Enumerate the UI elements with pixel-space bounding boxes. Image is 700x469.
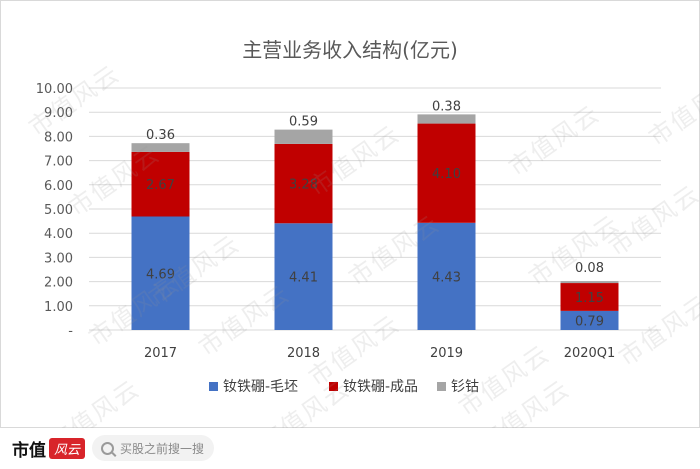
data-label: 1.15 xyxy=(575,291,604,306)
legend-swatch xyxy=(329,382,338,391)
search-box[interactable]: 买股之前搜一搜 xyxy=(92,435,214,461)
legend-label: 钐钴 xyxy=(451,379,479,395)
legend: 钕铁硼-毛坯 钕铁硼-成品 钐钴 xyxy=(209,379,479,395)
bar-segment xyxy=(131,216,190,330)
x-axis-tick-labels: 2017 2018 2019 2020Q1 xyxy=(144,346,615,361)
search-icon xyxy=(101,441,114,455)
data-label: 0.36 xyxy=(146,128,175,143)
x-tick-label: 2017 xyxy=(144,346,177,361)
y-tick-label: 9.00 xyxy=(44,106,73,121)
chart-frame: 主营业务收入结构(亿元) 10.00 9.00 8.00 7.00 6.00 5.00 4.… xyxy=(0,0,700,457)
data-label: 4.69 xyxy=(146,267,175,282)
data-label: 0.59 xyxy=(289,115,318,130)
footer-bar: 市值 风云 买股之前搜一搜 xyxy=(0,428,700,469)
bar-segment xyxy=(560,283,619,311)
data-label: 3.28 xyxy=(289,178,318,193)
data-label: 2.67 xyxy=(146,178,175,193)
x-tick-label: 2019 xyxy=(430,346,463,361)
data-label: 0.38 xyxy=(432,99,461,114)
y-tick-label: 6.00 xyxy=(44,179,73,194)
chart-svg: 主营业务收入结构(亿元) 10.00 9.00 8.00 7.00 6.00 5.00 4.… xyxy=(36,38,661,395)
legend-label: 钕铁硼-毛坯 xyxy=(223,379,298,395)
chart-title: 主营业务收入结构(亿元) xyxy=(242,38,458,62)
y-tick-label: 4.00 xyxy=(44,227,73,242)
x-tick-label: 2020Q1 xyxy=(564,346,616,361)
bar-segment xyxy=(131,143,190,152)
y-tick-label: 8.00 xyxy=(44,130,73,145)
y-tick-label: - xyxy=(68,324,73,339)
brand-text: 市值 xyxy=(12,440,46,461)
legend-swatch xyxy=(437,382,446,391)
bar-segment xyxy=(274,129,333,144)
y-tick-label: 2.00 xyxy=(44,276,73,291)
legend-swatch xyxy=(209,382,218,391)
brand-mark: 风云 xyxy=(49,437,86,459)
data-label: 4.43 xyxy=(432,270,461,285)
search-placeholder: 买股之前搜一搜 xyxy=(120,441,205,456)
y-tick-label: 1.00 xyxy=(44,300,73,315)
bar-segment xyxy=(274,223,333,330)
bar-segment xyxy=(560,310,619,330)
brand-logo[interactable]: 市值 风云 xyxy=(12,436,86,461)
bar-segment xyxy=(274,143,333,224)
y-tick-label: 3.00 xyxy=(44,251,73,266)
y-axis-tick-labels: 10.00 9.00 8.00 7.00 6.00 5.00 4.00 3.00 2.00 1.0… xyxy=(36,82,74,339)
legend-label: 钕铁硼-成品 xyxy=(343,379,418,395)
bar-segment xyxy=(417,114,476,124)
y-tick-label: 5.00 xyxy=(44,203,73,218)
data-label: 0.08 xyxy=(575,261,604,276)
bar-segment xyxy=(417,123,476,223)
y-tick-label: 7.00 xyxy=(44,155,73,170)
bar-segment xyxy=(560,281,619,284)
bar-segment xyxy=(417,222,476,330)
data-label: 4.10 xyxy=(432,167,461,182)
data-label: 4.41 xyxy=(289,271,318,286)
x-tick-label: 2018 xyxy=(287,346,320,361)
y-tick-label: 10.00 xyxy=(36,82,73,97)
data-label: 0.79 xyxy=(575,314,604,329)
bars: 4.69 2.67 0.36 4.41 3.28 0.59 4.43 4.10 0.38 0.79… xyxy=(131,99,619,330)
bar-segment xyxy=(131,151,190,217)
